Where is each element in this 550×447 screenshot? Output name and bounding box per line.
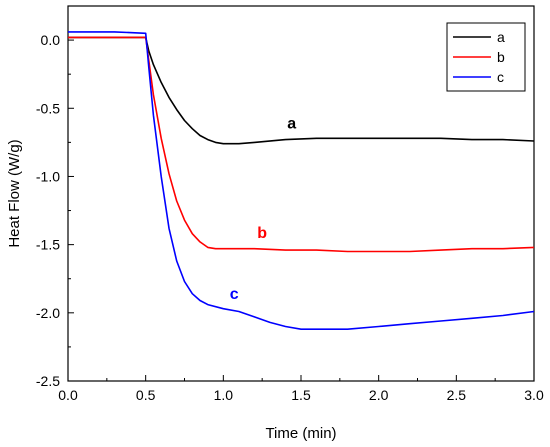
y-tick-label: -1.5 — [36, 237, 60, 253]
axis-ticks: 0.0 0.5 1.0 1.5 2.0 2.5 3.0 0.0 -0.5 -1.0 -1.5 -2.0… — [36, 5, 544, 403]
x-tick-label: 1.0 — [214, 387, 234, 403]
x-axis-title: Time (min) — [265, 425, 336, 442]
series-line-c — [68, 31, 535, 330]
y-tick-label: -2.0 — [36, 305, 60, 321]
x-tick-label: 2.5 — [447, 387, 467, 403]
legend-label-b: b — [497, 49, 505, 65]
series-annotation-b: b — [257, 225, 267, 242]
legend: abc — [446, 22, 526, 92]
series-annotation-c: c — [230, 286, 239, 303]
x-tick-label: 1.5 — [291, 387, 311, 403]
x-tick-label: 2.0 — [369, 387, 389, 403]
y-tick-label: -1.0 — [36, 168, 60, 184]
legend-label-c: c — [497, 69, 504, 85]
y-tick-label: 0.0 — [41, 32, 61, 48]
y-tick-label: -0.5 — [36, 100, 60, 116]
annotations: a b c — [230, 116, 296, 303]
x-tick-label: 3.0 — [524, 387, 544, 403]
x-tick-label: 0.5 — [136, 387, 156, 403]
x-tick-label: 0.0 — [58, 387, 78, 403]
y-tick-label: -2.5 — [36, 373, 60, 389]
series-line-a — [68, 36, 535, 145]
legend-label-a: a — [497, 29, 505, 45]
series-lines — [68, 31, 535, 330]
y-axis-title: Heat Flow (W/g) — [6, 139, 23, 247]
series-annotation-a: a — [287, 116, 296, 133]
series-line-b — [68, 36, 535, 253]
